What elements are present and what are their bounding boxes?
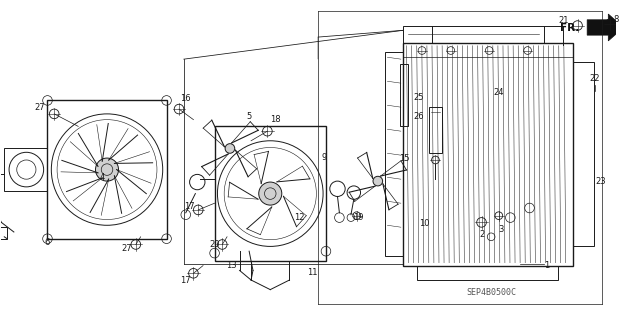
Text: SEP4B0500C: SEP4B0500C [466,288,516,297]
Text: 6: 6 [45,238,50,247]
Text: 8: 8 [613,15,619,24]
Text: 5: 5 [246,112,252,121]
Polygon shape [587,14,623,41]
Text: 27: 27 [35,103,45,112]
Bar [573,62,594,246]
Bar [385,52,403,256]
Text: 19: 19 [353,213,364,222]
Text: 26: 26 [414,112,424,121]
Text: 27: 27 [121,244,132,253]
Bar [0,227,7,239]
Text: 11: 11 [307,268,318,277]
Circle shape [95,158,118,181]
Text: 17: 17 [184,202,195,211]
Text: 13: 13 [227,261,237,270]
Text: 9: 9 [321,152,326,162]
Text: 24: 24 [493,88,504,97]
Text: 20: 20 [209,240,220,249]
Text: 4: 4 [100,173,105,182]
Circle shape [259,182,282,205]
Text: 2: 2 [479,230,484,239]
Text: 10: 10 [419,219,429,228]
Circle shape [373,176,383,186]
Circle shape [225,144,235,153]
Text: 17: 17 [180,276,191,285]
Text: 16: 16 [180,94,191,103]
Text: FR.: FR. [560,23,579,33]
Text: 25: 25 [414,93,424,102]
Text: 23: 23 [595,177,606,186]
Bar [403,26,544,43]
Text: 12: 12 [294,213,305,222]
Text: 1: 1 [544,261,550,270]
Bar [403,43,573,266]
Text: 21: 21 [558,16,568,25]
Bar [400,64,408,126]
Text: 3: 3 [498,225,504,234]
Bar [429,107,442,153]
Text: 18: 18 [269,115,280,124]
Bar [621,18,640,33]
Bar [417,266,558,280]
Text: 15: 15 [399,153,410,163]
Text: 22: 22 [589,74,600,83]
